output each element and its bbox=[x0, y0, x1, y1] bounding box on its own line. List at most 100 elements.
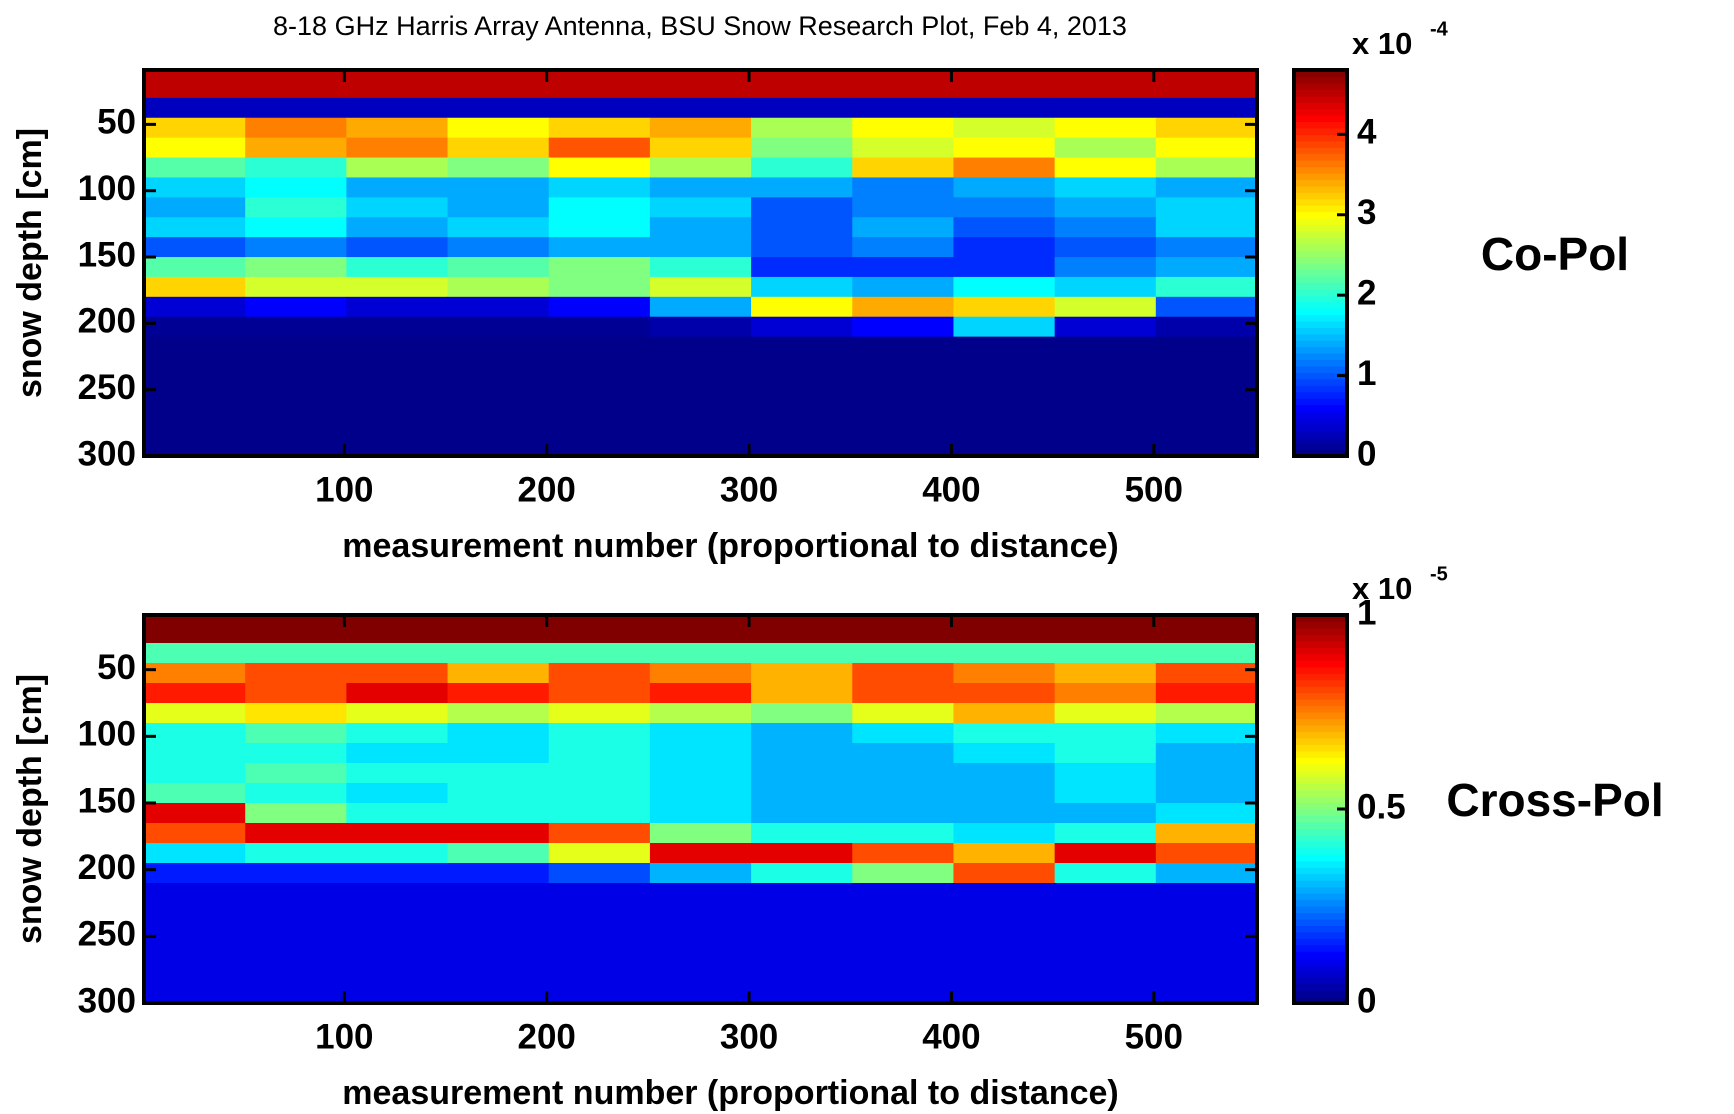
heatmap-cell bbox=[751, 783, 853, 804]
heatmap-cell bbox=[447, 117, 550, 139]
heatmap-cell bbox=[852, 356, 954, 377]
heatmap-cell bbox=[649, 177, 752, 198]
heatmap-cell bbox=[447, 157, 550, 178]
heatmap-cell bbox=[1054, 683, 1157, 704]
colorbar-swatch bbox=[1294, 763, 1347, 771]
heatmap-cell bbox=[245, 823, 347, 844]
heatmap-cell bbox=[144, 843, 246, 864]
colorbar-swatch bbox=[1294, 256, 1347, 264]
heatmap-cell bbox=[144, 436, 246, 457]
colorbar-swatch bbox=[1294, 718, 1347, 726]
heatmap-cell bbox=[852, 663, 954, 684]
heatmap-cell bbox=[1054, 863, 1157, 884]
heatmap-cell bbox=[144, 683, 246, 704]
heatmap-cell bbox=[144, 963, 246, 984]
colorbar-swatch bbox=[1294, 873, 1347, 881]
heatmap-cell bbox=[245, 943, 347, 964]
colorbar-swatch bbox=[1294, 70, 1347, 78]
heatmap-cell bbox=[751, 943, 853, 964]
heatmap-cell bbox=[649, 217, 752, 238]
heatmap-cell bbox=[649, 137, 752, 159]
heatmap-cell bbox=[144, 157, 246, 178]
heatmap-cell bbox=[852, 316, 954, 338]
colorbar-swatch bbox=[1294, 679, 1347, 687]
heatmap-cell bbox=[144, 883, 246, 904]
y-tick-label: 150 bbox=[78, 235, 136, 274]
heatmap-cell bbox=[852, 903, 954, 924]
heatmap-cell bbox=[447, 396, 550, 417]
heatmap-cell bbox=[144, 863, 246, 884]
heatmap-cell bbox=[649, 376, 752, 397]
heatmap-cell bbox=[953, 983, 1056, 1004]
heatmap-cell bbox=[751, 615, 853, 644]
heatmap-cell bbox=[144, 923, 246, 944]
heatmap-cell bbox=[548, 903, 651, 924]
heatmap-cell bbox=[953, 296, 1056, 318]
heatmap-cell bbox=[751, 376, 853, 397]
heatmap-cell bbox=[649, 197, 752, 218]
heatmap-cell bbox=[649, 783, 752, 804]
colorbar-swatch bbox=[1294, 750, 1347, 758]
heatmap-cell bbox=[649, 923, 752, 944]
heatmap-cell bbox=[1054, 157, 1157, 178]
x-tick-label: 300 bbox=[720, 1017, 778, 1056]
x-tick-label: 400 bbox=[922, 1017, 980, 1056]
heatmap-cell bbox=[1155, 316, 1258, 338]
heatmap-cell bbox=[953, 197, 1056, 218]
heatmap-cell bbox=[447, 615, 550, 644]
heatmap-cell bbox=[649, 296, 752, 318]
heatmap-cell bbox=[346, 157, 449, 178]
heatmap-cell bbox=[245, 316, 347, 338]
heatmap-cell bbox=[144, 197, 246, 218]
colorbar-swatch bbox=[1294, 346, 1347, 354]
colorbar-swatch bbox=[1294, 127, 1347, 135]
heatmap-cell bbox=[1054, 903, 1157, 924]
heatmap-cell bbox=[852, 197, 954, 218]
heatmap-cell bbox=[1155, 963, 1258, 984]
heatmap-cell bbox=[953, 803, 1056, 824]
heatmap-cell bbox=[953, 943, 1056, 964]
heatmap-cell bbox=[548, 763, 651, 784]
x-tick-label: 100 bbox=[315, 1017, 373, 1056]
colorbar-swatch bbox=[1294, 712, 1347, 720]
heatmap-cell bbox=[649, 643, 752, 664]
heatmap-cell bbox=[1054, 396, 1157, 417]
colorbar-swatch bbox=[1294, 627, 1347, 635]
heatmap-cell bbox=[245, 336, 347, 358]
heatmap-cell bbox=[548, 376, 651, 397]
colorbar-swatch bbox=[1294, 789, 1347, 797]
heatmap-cell bbox=[751, 823, 853, 844]
colorbar-swatch bbox=[1294, 198, 1347, 206]
heatmap-cell bbox=[447, 257, 550, 278]
colorbar-swatch bbox=[1294, 802, 1347, 810]
heatmap-cell bbox=[649, 863, 752, 884]
heatmap-cell bbox=[953, 763, 1056, 784]
colorbar-swatch bbox=[1294, 134, 1347, 142]
heatmap-cell bbox=[953, 436, 1056, 457]
heatmap-cell bbox=[144, 336, 246, 358]
heatmap-cell bbox=[447, 743, 550, 764]
heatmap-cell bbox=[751, 137, 853, 159]
heatmap-cell bbox=[953, 743, 1056, 764]
colorbar-tick-label: 2 bbox=[1357, 273, 1376, 312]
heatmap-cell bbox=[346, 316, 449, 338]
colorbar-swatch bbox=[1294, 179, 1347, 187]
heatmap-cell bbox=[548, 97, 651, 119]
heatmap-cell bbox=[447, 416, 550, 437]
colorbar-swatch bbox=[1294, 76, 1347, 84]
colorbar-swatch bbox=[1294, 944, 1347, 952]
heatmap-cell bbox=[245, 763, 347, 784]
heatmap-cell bbox=[953, 683, 1056, 704]
heatmap-cell bbox=[852, 70, 954, 99]
colorbar-swatch bbox=[1294, 783, 1347, 791]
colorbar-swatch bbox=[1294, 398, 1347, 406]
heatmap-cell bbox=[447, 70, 550, 99]
heatmap-cell bbox=[852, 217, 954, 238]
heatmap-cell bbox=[953, 177, 1056, 198]
heatmap-cell bbox=[245, 783, 347, 804]
heatmap-cell bbox=[649, 157, 752, 178]
colorbar-swatch bbox=[1294, 938, 1347, 946]
heatmap-cell bbox=[649, 903, 752, 924]
heatmap-cell bbox=[548, 237, 651, 258]
